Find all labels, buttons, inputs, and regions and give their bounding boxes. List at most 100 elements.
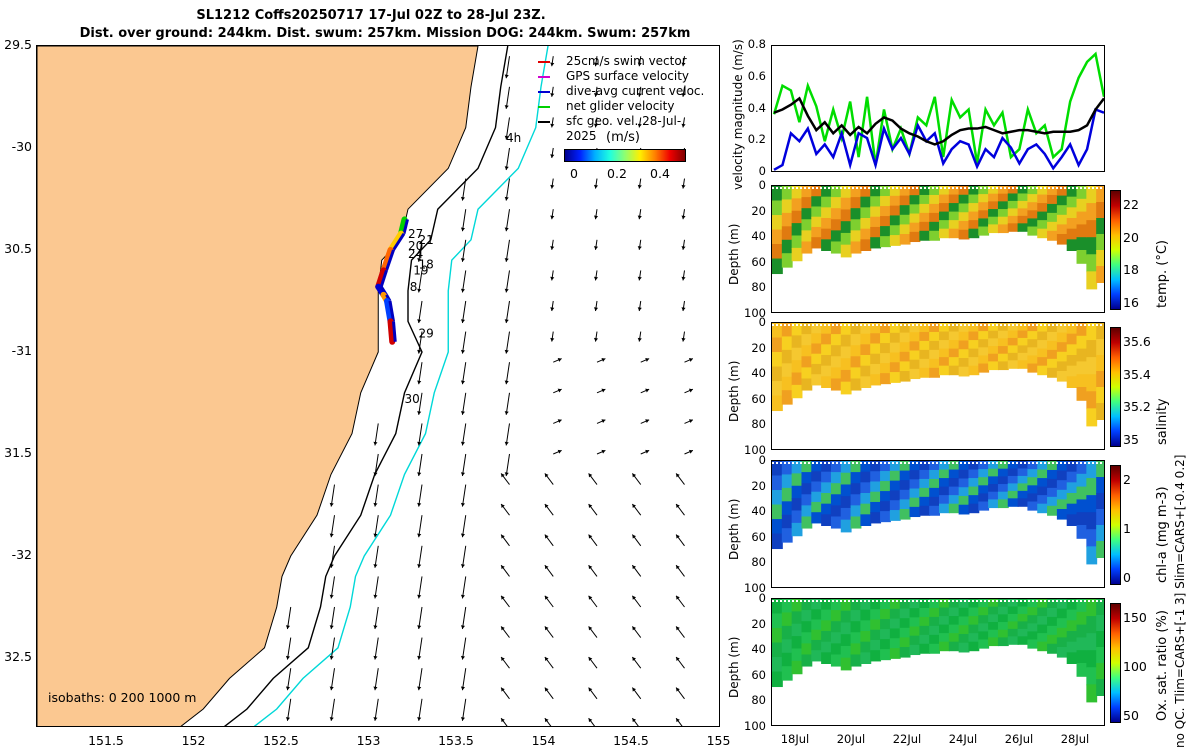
velocity-arrowhead bbox=[681, 337, 686, 342]
section-cell bbox=[1037, 348, 1049, 359]
section-cell bbox=[801, 632, 813, 645]
section-cell bbox=[801, 494, 813, 507]
section-cell bbox=[1056, 637, 1068, 648]
section-cell bbox=[997, 484, 1009, 493]
section-cell bbox=[1066, 323, 1078, 335]
velocity-arrowhead bbox=[588, 534, 593, 539]
section-cell bbox=[1076, 323, 1088, 337]
section-cell bbox=[899, 371, 911, 382]
velocity-arrowhead bbox=[632, 718, 637, 723]
section-cell bbox=[978, 477, 990, 487]
section-cell bbox=[919, 367, 931, 378]
section-cell bbox=[1056, 470, 1068, 482]
section-cell bbox=[860, 207, 872, 219]
section-cell bbox=[1076, 486, 1088, 501]
section-cell bbox=[978, 186, 990, 196]
section-cell bbox=[850, 621, 862, 634]
velocity-arrow bbox=[505, 117, 510, 140]
section-panel-chlorophyll[interactable] bbox=[771, 460, 1105, 588]
section-cell bbox=[860, 344, 872, 356]
section-cell bbox=[899, 599, 911, 610]
section-cell bbox=[939, 186, 950, 196]
section-cell bbox=[801, 461, 813, 474]
section-cell bbox=[830, 230, 842, 243]
velocity-arrowhead bbox=[504, 441, 509, 446]
section-cell bbox=[1056, 461, 1068, 472]
section-panel-salinity[interactable] bbox=[771, 322, 1105, 450]
depth-tick: 100 bbox=[744, 443, 766, 457]
legend-swatch bbox=[538, 106, 550, 108]
section-cell bbox=[811, 619, 823, 631]
isobath-label: isobaths: 0 200 1000 m bbox=[48, 690, 197, 705]
velocity-arrowhead bbox=[373, 564, 378, 568]
section-cell bbox=[1017, 483, 1029, 492]
section-cell bbox=[821, 461, 832, 473]
section-cell bbox=[811, 186, 823, 198]
section-cell bbox=[929, 358, 940, 369]
legend-item: GPS surface velocity bbox=[536, 69, 706, 84]
section-cell bbox=[968, 357, 980, 367]
section-cell bbox=[1027, 331, 1039, 341]
colorbar-tick: 1 bbox=[1123, 521, 1131, 536]
section-cell bbox=[1037, 461, 1049, 471]
velocity-ytick: 0.8 bbox=[747, 37, 766, 51]
velocity-arrowhead bbox=[681, 307, 686, 311]
section-cell bbox=[880, 236, 891, 248]
section-cell bbox=[929, 221, 940, 232]
depth-tick: 60 bbox=[751, 254, 766, 269]
section-cell bbox=[968, 348, 980, 359]
velocity-arrowhead bbox=[504, 472, 509, 476]
section-cell bbox=[781, 666, 793, 681]
section-cell bbox=[1027, 226, 1039, 236]
section-cell bbox=[880, 186, 891, 198]
section-cell bbox=[772, 215, 783, 231]
section-cell bbox=[978, 363, 990, 373]
legend-label: GPS surface velocity bbox=[566, 69, 690, 83]
section-cell bbox=[948, 624, 960, 635]
velocity-arrowhead bbox=[676, 504, 680, 508]
section-cell bbox=[988, 361, 999, 371]
section-cell bbox=[1086, 512, 1098, 531]
section-cell bbox=[870, 206, 882, 218]
section-cell bbox=[1007, 193, 1019, 202]
section-cell bbox=[870, 226, 882, 239]
section-cell bbox=[791, 347, 803, 362]
velocity-arrow bbox=[374, 484, 379, 507]
section-cell bbox=[880, 471, 891, 483]
velocity-arrowhead bbox=[681, 184, 686, 189]
section-cell bbox=[840, 496, 852, 509]
section-cell bbox=[772, 461, 783, 477]
chart-title-line2: Dist. over ground: 244km. Dist. swum: 25… bbox=[79, 26, 691, 41]
section-cell bbox=[850, 610, 862, 623]
section-cell bbox=[1017, 330, 1029, 339]
section-cell bbox=[899, 637, 911, 648]
section-cell bbox=[1056, 224, 1068, 235]
section-cell bbox=[1086, 461, 1098, 480]
section-cell bbox=[1076, 461, 1088, 475]
section-cell bbox=[1086, 323, 1098, 342]
section-cell bbox=[939, 469, 950, 480]
section-label-salinity: salinity bbox=[1155, 398, 1170, 445]
section-cell bbox=[909, 350, 921, 361]
section-cell bbox=[919, 616, 931, 627]
section-cell bbox=[929, 469, 940, 480]
section-cell bbox=[870, 216, 882, 228]
section-cell bbox=[830, 643, 842, 656]
section-cell bbox=[1076, 473, 1088, 488]
section-cell bbox=[801, 599, 813, 612]
velocity-panel[interactable] bbox=[771, 45, 1105, 172]
section-cell bbox=[1047, 186, 1058, 196]
section-label-temperature: temp. (°C) bbox=[1155, 240, 1170, 308]
glider-map[interactable]: 27 21 20 24 18 19 8 29 30 4h bbox=[36, 45, 720, 727]
colorbar-tick: 35.6 bbox=[1123, 334, 1151, 349]
section-panel-temperature[interactable] bbox=[771, 185, 1105, 313]
section-cell bbox=[840, 507, 852, 521]
section-cell bbox=[1066, 196, 1078, 209]
section-cell bbox=[997, 216, 1009, 226]
section-panel-oxygen[interactable] bbox=[771, 598, 1105, 726]
velocity-arrowhead bbox=[460, 625, 465, 629]
section-cell bbox=[968, 495, 980, 505]
section-cell bbox=[958, 340, 970, 351]
section-cell bbox=[939, 503, 950, 514]
velocity-arrow bbox=[505, 239, 510, 262]
